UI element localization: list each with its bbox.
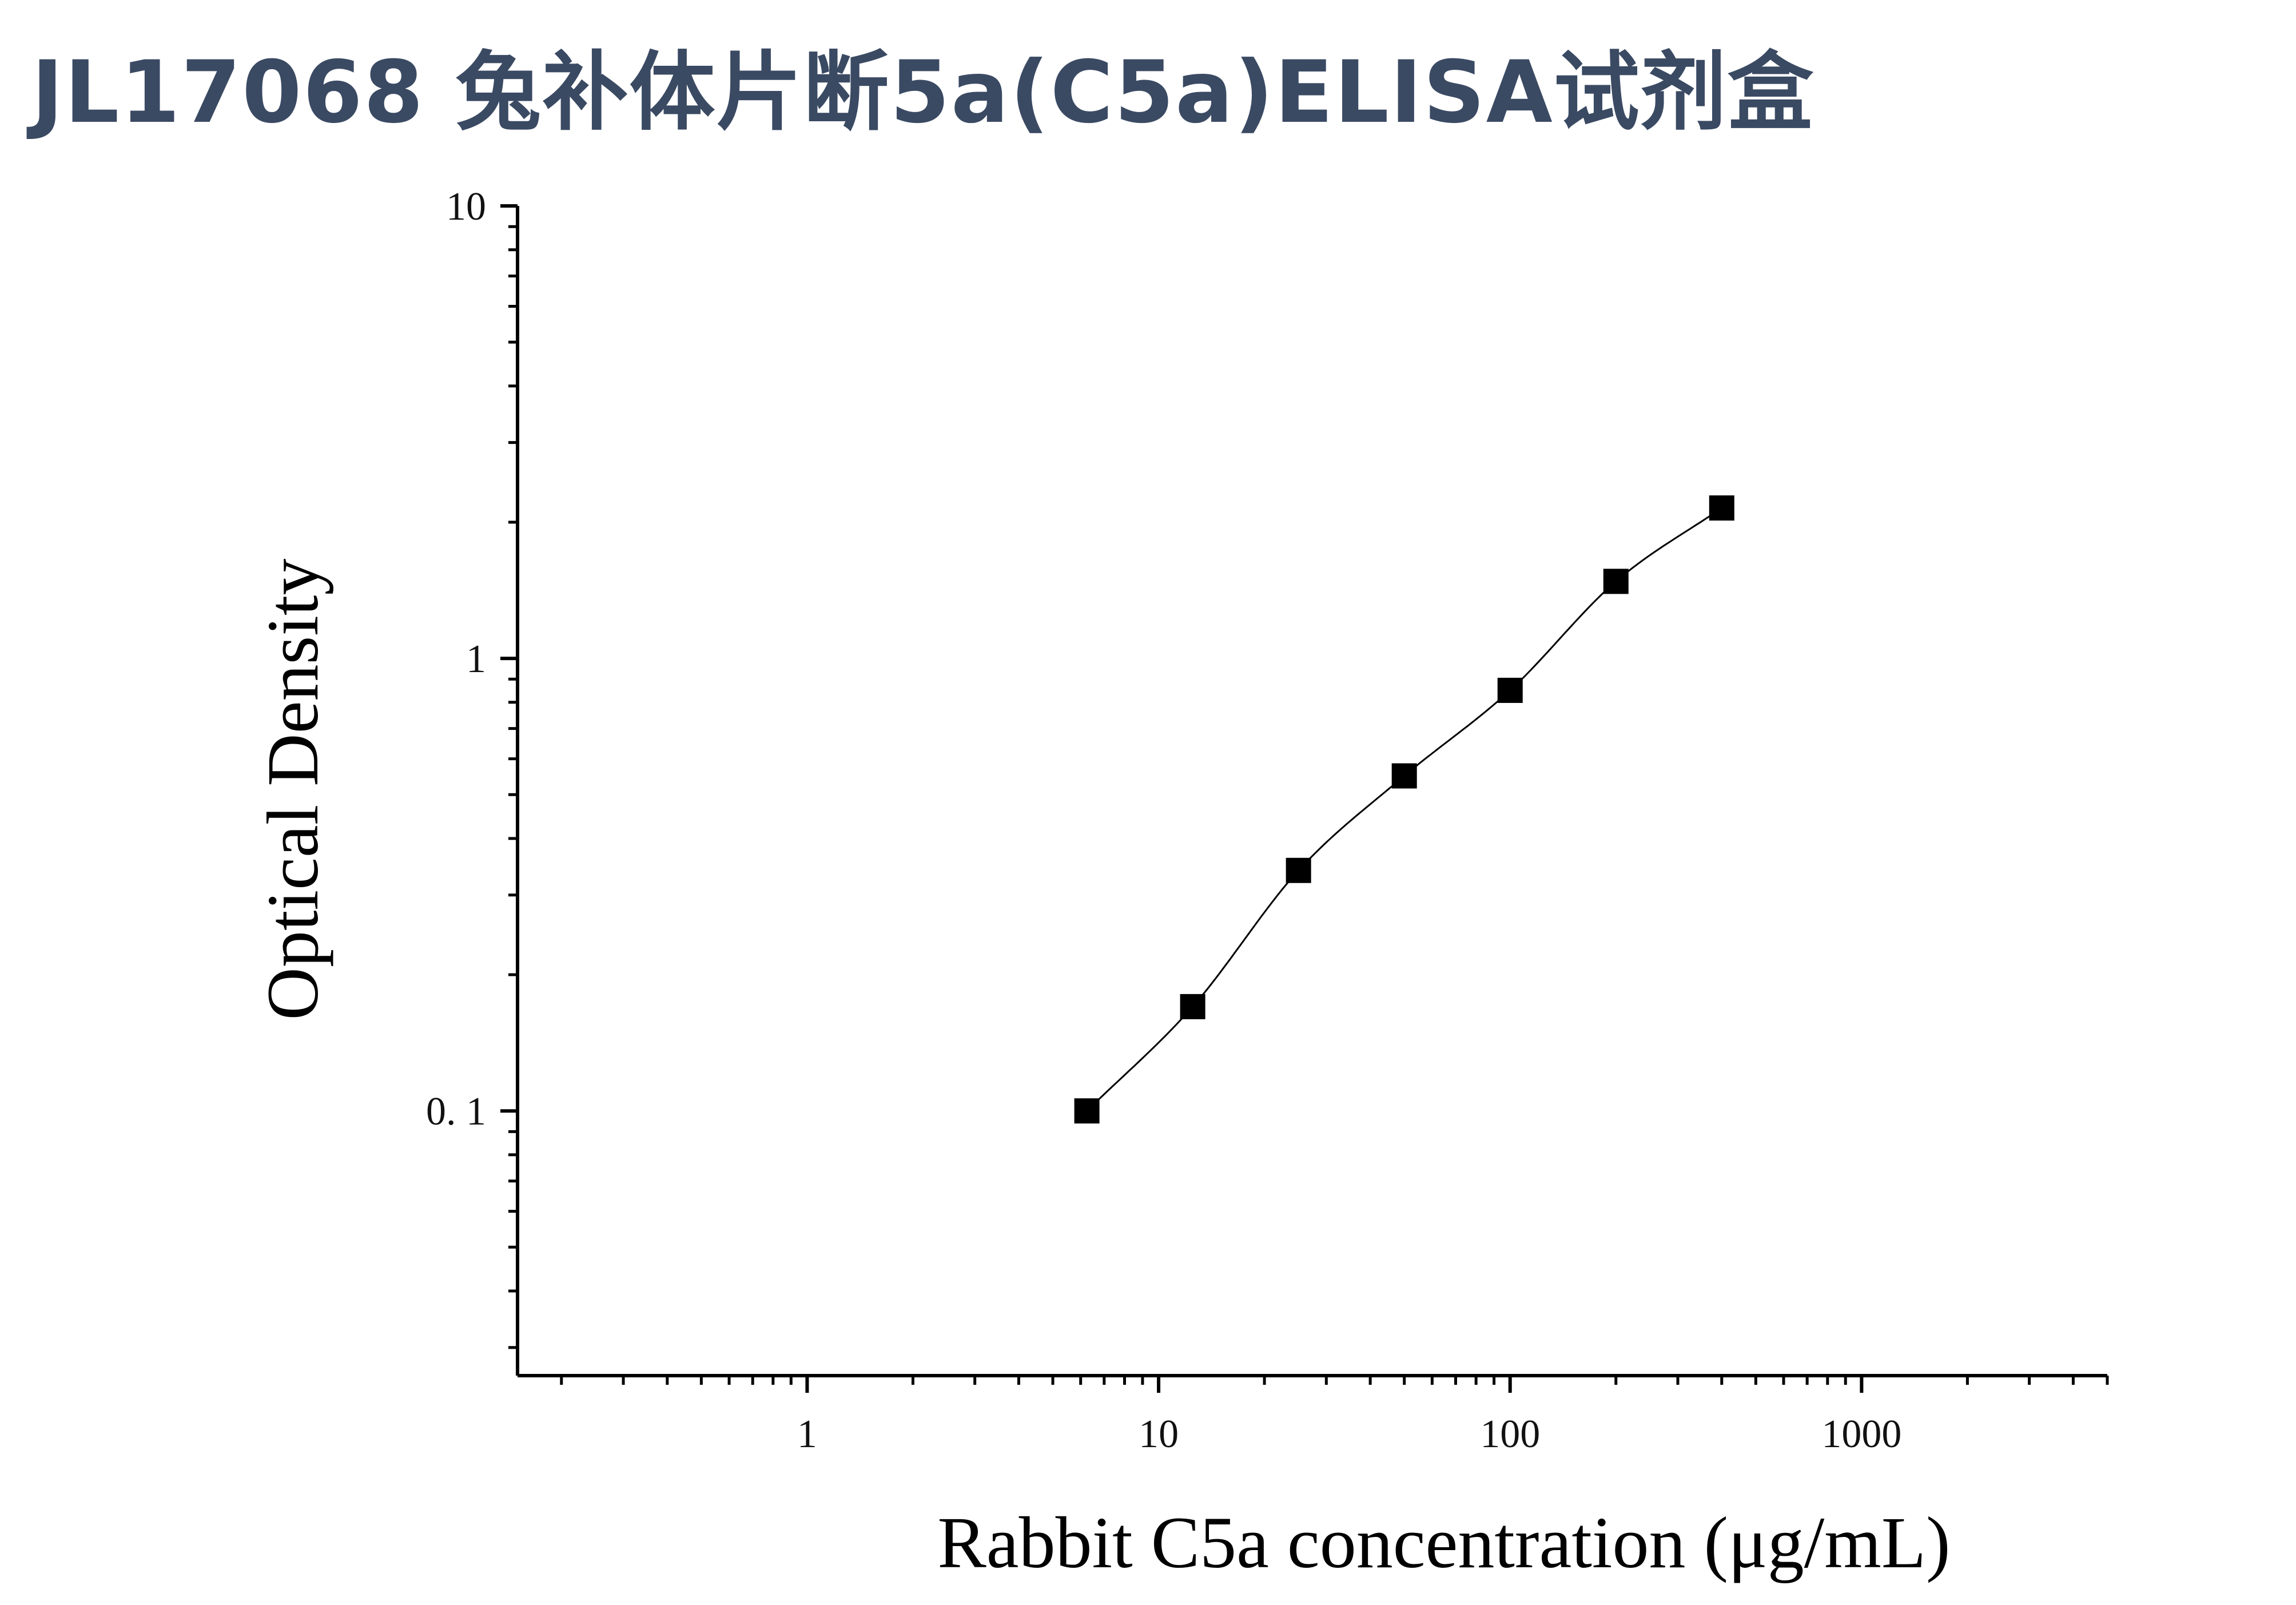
x-tick-label: 1 (797, 1412, 817, 1456)
data-point (1286, 857, 1311, 883)
data-point (1391, 763, 1417, 789)
data-point (1074, 1098, 1100, 1124)
y-tick-label: 0. 1 (426, 1090, 486, 1134)
page-title: JL17068 兔补体片断5a(C5a)ELISA试剂盒 (31, 43, 1814, 142)
fit-curve (1086, 507, 1722, 1112)
y-tick-label: 1 (466, 637, 486, 681)
data-point (1180, 994, 1205, 1019)
x-axis-label: Rabbit C5a concentration (μg/mL) (937, 1502, 1950, 1583)
y-tick-label: 10 (446, 185, 486, 229)
data-point (1709, 495, 1734, 521)
axes: 1 10 100 1000 0. 1 1 10 (426, 185, 2109, 1456)
data-point (1497, 677, 1523, 703)
x-tick-label: 10 (1139, 1412, 1179, 1456)
y-axis-label: Optical Density (252, 559, 333, 1020)
data-point (1603, 569, 1629, 594)
fit-curve-layer (1086, 507, 1722, 1112)
x-tick-label: 1000 (1821, 1412, 1901, 1456)
data-points-layer (1074, 495, 1734, 1124)
x-tick-label: 100 (1480, 1412, 1540, 1456)
